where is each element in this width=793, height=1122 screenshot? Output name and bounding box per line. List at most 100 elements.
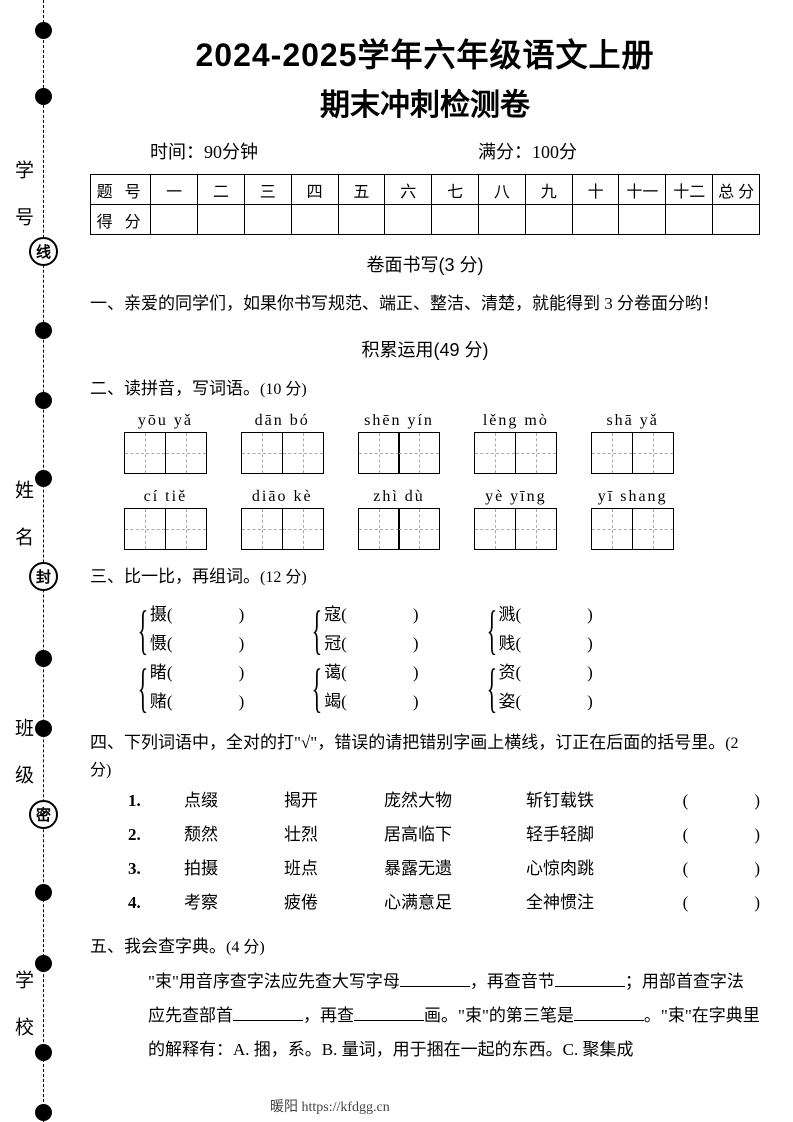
pinyin-text: cí tiě [124, 488, 207, 506]
answer-paren[interactable]: () [683, 784, 760, 818]
tianzige-cell[interactable] [515, 432, 557, 474]
q3-item[interactable]: 慑() [150, 630, 244, 659]
answer-paren[interactable]: () [683, 818, 760, 852]
tianzige-cell[interactable] [474, 432, 516, 474]
q5-label: 五、我会查字典。 [90, 937, 226, 956]
score-cell[interactable] [338, 205, 385, 235]
q3-pair: {摄()慑() [130, 601, 244, 659]
binding-side-label: 班级 [16, 718, 36, 812]
q4-word: 暴露无遗 [384, 852, 488, 886]
tianzige-cell[interactable] [591, 508, 633, 550]
tianzige-cell[interactable] [241, 432, 283, 474]
meta-row: 时间：90分钟 满分：100分 [90, 138, 760, 164]
tianzige-cell[interactable] [124, 508, 166, 550]
q3-item[interactable]: 贱() [498, 630, 592, 659]
tianzige-cell[interactable] [591, 432, 633, 474]
q5-body: "束"用音序查字法应先查大写字母，再查音节；用部首查字法应先查部首，再查画。"束… [148, 965, 760, 1067]
binding-side-label: 学号 [16, 160, 36, 254]
tianzige [591, 508, 674, 550]
blank[interactable] [354, 1003, 424, 1021]
score-col-head: 三 [244, 175, 291, 205]
q3-item[interactable]: 竭() [324, 688, 418, 717]
q3-item[interactable]: 溅() [498, 601, 592, 630]
q2-label: 二、读拼音，写词语。 [90, 379, 260, 398]
q3-pts: (12 分) [260, 569, 307, 586]
binding-dot [35, 955, 52, 972]
tianzige-cell[interactable] [474, 508, 516, 550]
q3-item[interactable]: 姿() [498, 688, 592, 717]
tianzige-cell[interactable] [282, 508, 324, 550]
binding-side-label: 学校 [16, 970, 36, 1064]
blank[interactable] [400, 969, 470, 987]
q3-item[interactable]: 资() [498, 659, 592, 688]
doc-subtitle: 期末冲刺检测卷 [90, 80, 760, 124]
tianzige-cell[interactable] [165, 508, 207, 550]
tianzige-cell[interactable] [358, 432, 400, 474]
tianzige-cell[interactable] [282, 432, 324, 474]
score-col-head: 八 [479, 175, 526, 205]
tianzige-cell[interactable] [398, 432, 440, 474]
q3-item[interactable]: 摄() [150, 601, 244, 630]
pinyin-text: shēn yín [358, 412, 441, 430]
blank[interactable] [574, 1003, 644, 1021]
score-table: 题 号一二三四五六七八九十十一十二总 分 得 分 [90, 174, 760, 235]
q4-row: 4.考察疲倦心满意足全神惯注() [128, 886, 760, 920]
score-cell[interactable] [525, 205, 572, 235]
tianzige-cell[interactable] [241, 508, 283, 550]
page-content: 2024-2025学年六年级语文上册 期末冲刺检测卷 时间：90分钟 满分：10… [90, 30, 760, 1067]
q3-item[interactable]: 冠() [324, 630, 418, 659]
q4-word: 轻手轻脚 [526, 818, 630, 852]
tianzige-cell[interactable] [632, 432, 674, 474]
score-cell[interactable] [666, 205, 713, 235]
question-4: 四、下列词语中，全对的打"√"，错误的请把错别字画上横线，订正在后面的括号里。(… [90, 729, 760, 784]
tianzige-cell[interactable] [398, 508, 440, 550]
tianzige-cell[interactable] [632, 508, 674, 550]
pinyin-text: yōu yǎ [124, 412, 207, 430]
score-cell[interactable] [479, 205, 526, 235]
score-cell[interactable] [385, 205, 432, 235]
tianzige [241, 432, 324, 474]
score-cell[interactable] [572, 205, 619, 235]
binding-dashed-line [43, 0, 44, 1122]
tianzige-cell[interactable] [515, 508, 557, 550]
answer-paren[interactable]: () [683, 852, 760, 886]
score-cell[interactable] [432, 205, 479, 235]
q4-label: 四、下列词语中，全对的打"√"，错误的请把错别字画上横线，订正在后面的括号里。 [90, 733, 725, 752]
pinyin-text: shā yǎ [591, 412, 674, 430]
score-cell[interactable] [244, 205, 291, 235]
score-col-head: 九 [525, 175, 572, 205]
row-label: 题 号 [91, 175, 151, 205]
q4-word: 全神惯注 [526, 886, 630, 920]
score-cell[interactable] [713, 205, 760, 235]
q4-row: 1.点缀揭开庞然大物斩钉载铁() [128, 784, 760, 818]
binding-dot [35, 650, 52, 667]
tianzige [358, 432, 441, 474]
q3-item[interactable]: 赌() [150, 688, 244, 717]
tianzige [124, 432, 207, 474]
tianzige-cell[interactable] [124, 432, 166, 474]
row-label: 得 分 [91, 205, 151, 235]
q3-item[interactable]: 蔼() [324, 659, 418, 688]
tianzige-cell[interactable] [358, 508, 400, 550]
blank[interactable] [233, 1003, 303, 1021]
pinyin-text: zhì dù [358, 488, 441, 506]
pinyin-group: yè yīng [474, 488, 557, 550]
score-cell[interactable] [291, 205, 338, 235]
binding-dot [35, 1104, 52, 1121]
binding-dot [35, 322, 52, 339]
binding-margin: 线封密学号姓名班级学校 [18, 0, 68, 1122]
tianzige-cell[interactable] [165, 432, 207, 474]
q4-word: 心满意足 [384, 886, 488, 920]
q3-label: 三、比一比，再组词。 [90, 567, 260, 586]
score-cell[interactable] [619, 205, 666, 235]
score-cell[interactable] [151, 205, 198, 235]
q4-word: 庞然大物 [384, 784, 488, 818]
full-score-label: 满分：100分 [478, 138, 577, 164]
score-cell[interactable] [198, 205, 245, 235]
brace-icon: { [486, 661, 496, 717]
answer-paren[interactable]: () [683, 886, 760, 920]
blank[interactable] [555, 969, 625, 987]
score-col-head: 六 [385, 175, 432, 205]
q3-item[interactable]: 睹() [150, 659, 244, 688]
q3-item[interactable]: 寇() [324, 601, 418, 630]
